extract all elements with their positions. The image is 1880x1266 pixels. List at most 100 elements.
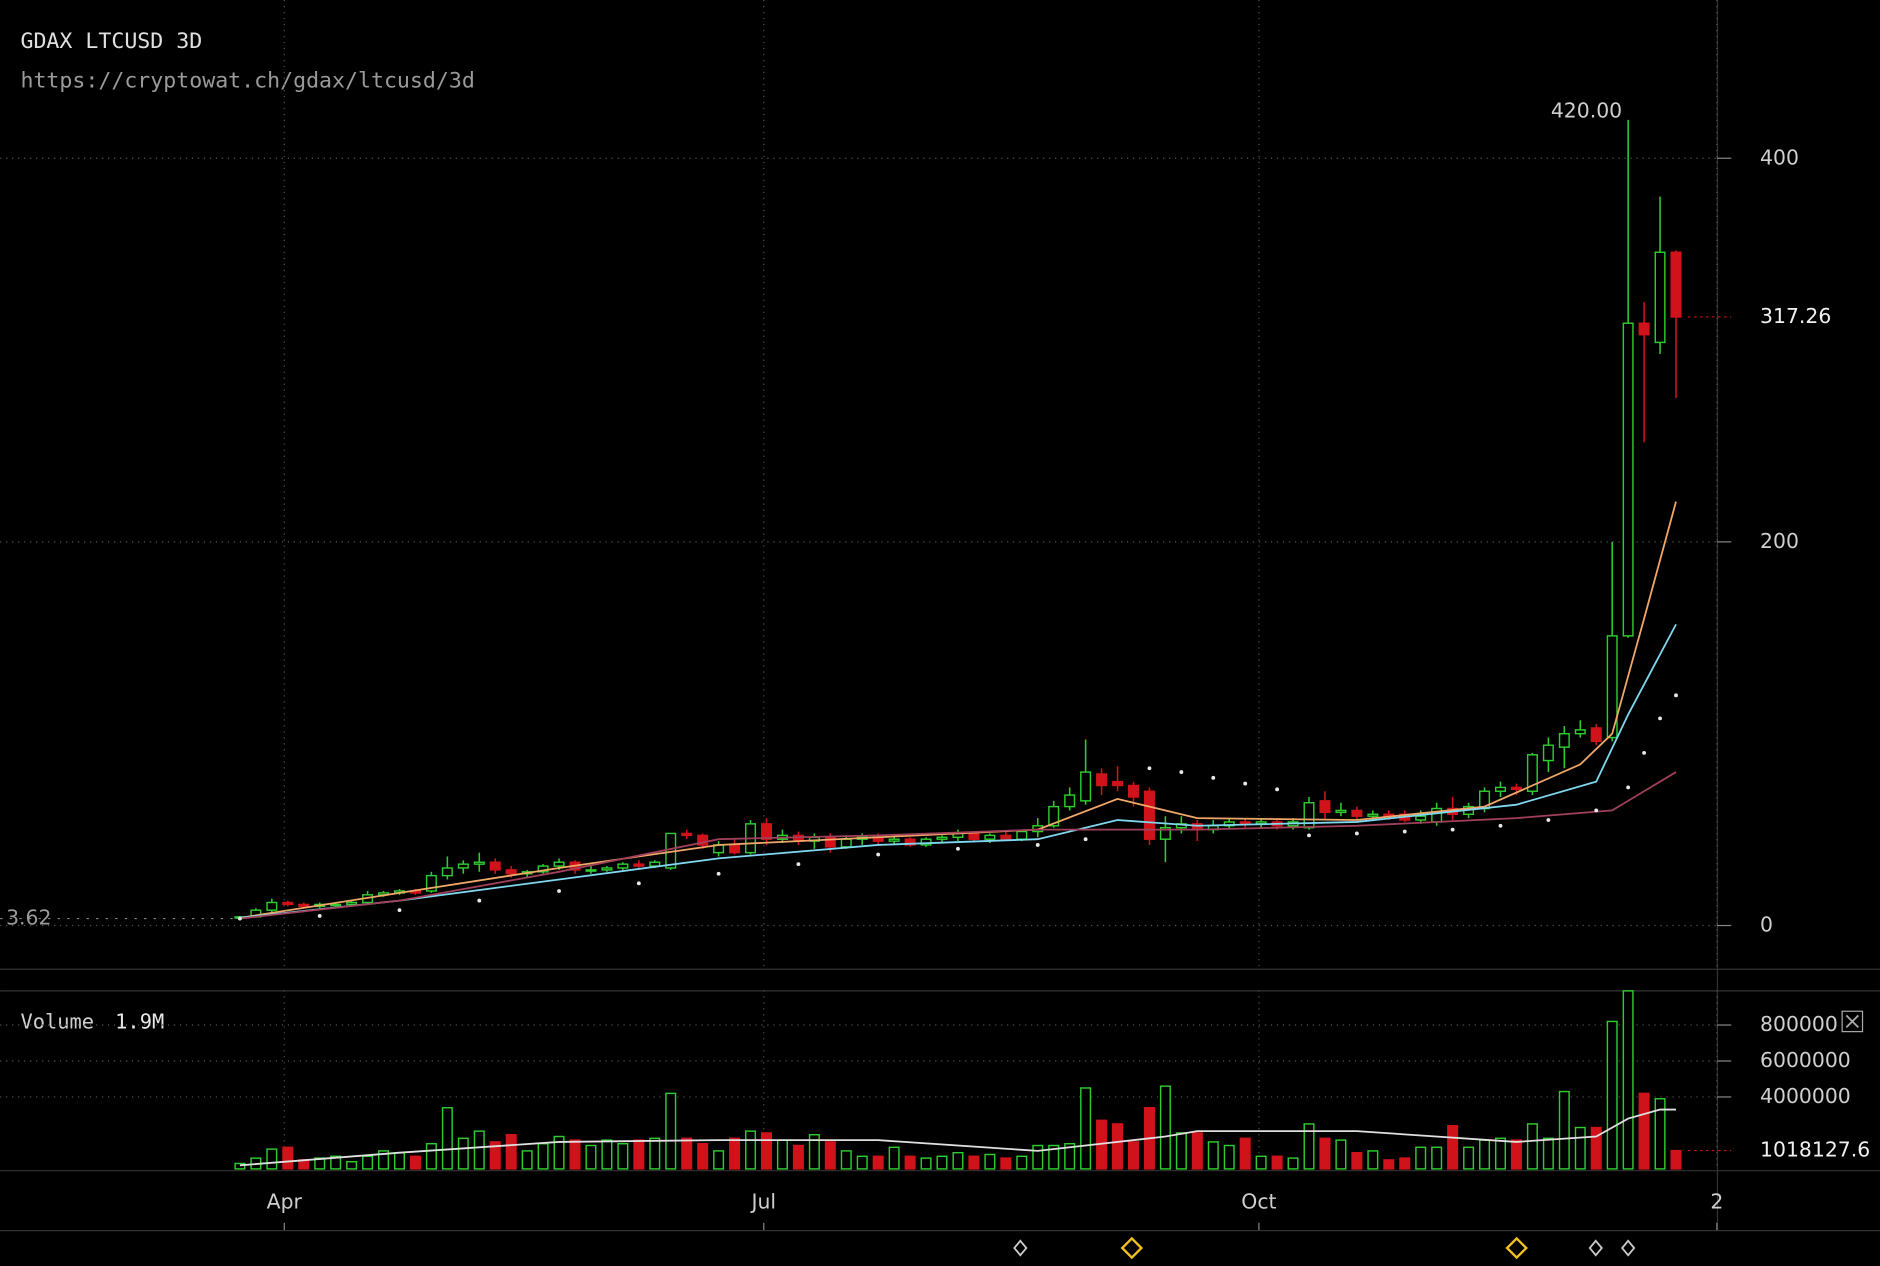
volume-bar: [1032, 1144, 1044, 1170]
indicator-dot: [796, 862, 801, 867]
volume-value: 1.9M: [115, 1010, 164, 1034]
candle-body: [1080, 771, 1092, 802]
candle-body: [553, 861, 565, 867]
indicator-dot: [1674, 693, 1678, 698]
indicator-dot: [956, 846, 960, 851]
candle-body: [968, 832, 980, 840]
volume-bar: [808, 1134, 820, 1170]
candle-body: [1127, 784, 1140, 798]
volume-bar: [1080, 1087, 1092, 1170]
volume-bar: [1542, 1137, 1554, 1170]
volume-bar: [1526, 1123, 1538, 1170]
y-tick-label: 6000000: [1760, 1048, 1851, 1072]
volume-bar: [1510, 1139, 1522, 1170]
candle-body: [1590, 727, 1602, 743]
candle-body: [984, 834, 996, 840]
candle-body: [617, 863, 629, 869]
volume-bar: [792, 1144, 804, 1170]
last-volume-label: 1018127.6: [1760, 1138, 1870, 1162]
last-price-label: 317.26: [1760, 304, 1831, 328]
volume-bar: [1000, 1157, 1012, 1170]
volume-bar: [1223, 1144, 1235, 1170]
candle-body: [346, 901, 358, 906]
indicator-dot: [876, 852, 881, 857]
candle-body: [425, 874, 437, 892]
volume-bar: [489, 1141, 501, 1170]
event-marker[interactable]: [1620, 1239, 1636, 1257]
volume-bar: [904, 1155, 916, 1170]
candle-body: [585, 869, 597, 872]
volume-bar: [1127, 1141, 1140, 1170]
volume-bar: [1447, 1125, 1459, 1170]
volume-bar: [266, 1148, 278, 1170]
volume-bar: [872, 1155, 884, 1170]
indicator-dot: [1450, 827, 1455, 832]
volume-bar: [760, 1132, 773, 1170]
y-tick-label: 0: [1760, 913, 1773, 937]
x-tick-label: 2: [1710, 1189, 1723, 1213]
event-marker[interactable]: [1505, 1236, 1528, 1260]
volume-bar: [1064, 1142, 1076, 1170]
candle-body: [681, 832, 693, 837]
candle-body: [1159, 826, 1171, 840]
volume-bar: [1574, 1126, 1586, 1170]
event-marker[interactable]: [1013, 1239, 1028, 1257]
indicator-dot: [557, 889, 561, 893]
y-tick-label: 800000: [1760, 1012, 1838, 1036]
indicator-dot: [397, 908, 402, 913]
volume-bar: [1016, 1155, 1028, 1170]
candle-body: [1606, 635, 1618, 739]
volume-bar: [1287, 1157, 1299, 1170]
volume-bar: [649, 1137, 661, 1170]
volume-bar: [378, 1150, 390, 1170]
event-marker[interactable]: [1120, 1236, 1144, 1260]
volume-bar: [1112, 1123, 1124, 1170]
candle-body: [1143, 790, 1155, 840]
volume-bar: [234, 1162, 246, 1170]
chart-subtitle: https://cryptowat.ch/gdax/ltcusd/3d: [20, 69, 474, 94]
indicator-dot: [1626, 785, 1631, 790]
candle-body: [266, 901, 278, 911]
candle-body: [473, 861, 485, 865]
indicator-dot: [1594, 808, 1599, 813]
candle-body: [920, 838, 932, 846]
close-button[interactable]: [1841, 1010, 1864, 1033]
indicator-dot: [636, 881, 641, 886]
event-marker[interactable]: [1588, 1239, 1603, 1257]
volume-bar: [840, 1150, 852, 1170]
candle-body: [457, 863, 469, 869]
y-tick-label: 4000000: [1760, 1084, 1851, 1108]
volume-bar: [505, 1134, 517, 1170]
volume-bar: [1606, 1020, 1618, 1170]
candle-body: [505, 869, 517, 875]
candle-body: [1670, 251, 1682, 318]
indicator-dot: [716, 871, 721, 876]
volume-bar: [1622, 990, 1634, 1170]
y-tick-label: 200: [1760, 529, 1799, 553]
candle-body: [489, 861, 501, 871]
candle-body: [1622, 322, 1634, 637]
volume-bar: [1367, 1150, 1379, 1170]
indicator-dot: [1179, 770, 1184, 774]
volume-bar: [1463, 1146, 1475, 1170]
indicator-dot: [317, 914, 322, 918]
candle-body: [904, 838, 916, 846]
volume-bar: [1638, 1092, 1650, 1170]
indicator-dot: [1307, 833, 1311, 838]
volume-bar: [1239, 1137, 1251, 1170]
x-tick-label: Jul: [749, 1189, 776, 1213]
volume-bar: [1558, 1090, 1570, 1170]
volume-bar: [473, 1130, 485, 1170]
volume-bar: [585, 1144, 597, 1170]
candle-body: [1064, 794, 1076, 808]
candle-body: [1048, 805, 1060, 827]
indicator-line: [239, 623, 1677, 919]
indicator-dot: [1642, 750, 1647, 755]
candle-body: [298, 903, 310, 908]
close-icon[interactable]: [1845, 1014, 1859, 1029]
close-box[interactable]: [1841, 1010, 1864, 1033]
indicator-dot: [1546, 818, 1551, 822]
volume-bar: [968, 1155, 980, 1170]
